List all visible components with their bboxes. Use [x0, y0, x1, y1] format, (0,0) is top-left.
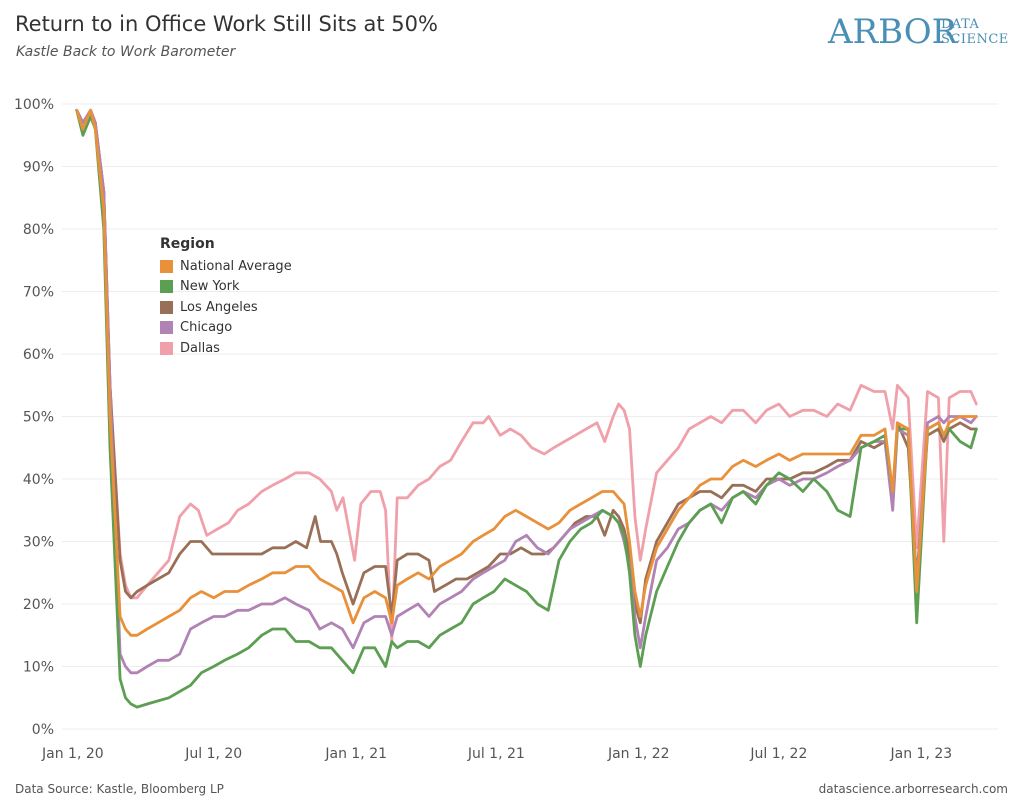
y-tick-label: 10%	[23, 660, 54, 676]
chart-legend: Region National Average New York Los Angel…	[160, 236, 292, 359]
y-tick-label: 60%	[23, 347, 54, 363]
legend-item: Dallas	[160, 338, 292, 359]
chart-grid	[62, 103, 998, 730]
y-tick-label: 90%	[23, 160, 54, 176]
x-tick-label: Jul 1, 21	[467, 746, 525, 762]
x-axis-ticks: Jan 1, 20 Jul 1, 20 Jan 1, 21 Jul 1, 21 Jan …	[41, 746, 952, 762]
x-tick-label: Jul 1, 22	[749, 746, 807, 762]
x-tick-label: Jul 1, 20	[184, 746, 242, 762]
y-tick-label: 70%	[23, 285, 54, 301]
y-tick-label: 20%	[23, 597, 54, 613]
logo-wordmark: ARBOR	[828, 12, 958, 52]
legend-item: Los Angeles	[160, 297, 292, 318]
legend-label: New York	[180, 279, 240, 295]
legend-swatch	[160, 321, 173, 335]
source-url: datascience.arborresearch.com	[818, 782, 1008, 796]
x-tick-label: Jan 1, 21	[324, 746, 387, 762]
x-tick-label: Jan 1, 20	[41, 746, 104, 762]
series-line-new-york	[75, 108, 978, 709]
legend-items: National Average New York Los Angeles Chica…	[160, 256, 292, 359]
x-tick-label: Jan 1, 23	[890, 746, 953, 762]
logo-data-text: DATA	[941, 17, 980, 32]
legend-label: Dallas	[180, 340, 220, 356]
y-tick-label: 100%	[14, 97, 54, 113]
legend-label: Chicago	[180, 320, 233, 336]
series-line-national-average	[75, 108, 978, 637]
y-axis-ticks: 0% 10% 20% 30% 40% 50% 60% 70% 80% 90% 100%	[14, 97, 54, 738]
legend-swatch	[160, 300, 173, 314]
series-line-los-angeles	[75, 108, 978, 625]
legend-item: National Average	[160, 256, 292, 277]
legend-swatch	[160, 280, 173, 294]
legend-swatch	[160, 259, 173, 273]
y-tick-label: 0%	[32, 722, 54, 738]
series-line-chicago	[75, 108, 978, 675]
legend-item: Chicago	[160, 318, 292, 339]
x-tick-label: Jan 1, 22	[607, 746, 670, 762]
y-tick-label: 80%	[23, 222, 54, 238]
legend-label: National Average	[180, 258, 292, 274]
chart-title: Return to in Office Work Still Sits at 5…	[15, 12, 438, 36]
legend-swatch	[160, 341, 173, 355]
legend-item: New York	[160, 277, 292, 298]
series-line-dallas	[75, 108, 978, 643]
chart-series	[75, 108, 978, 709]
legend-label: Los Angeles	[180, 299, 258, 315]
logo-science-text: SCIENCE	[941, 32, 1009, 47]
legend-title: Region	[160, 236, 215, 252]
y-tick-label: 30%	[23, 535, 54, 551]
arbor-logo: ARBOR DATA SCIENCE	[828, 12, 1008, 56]
chart-subtitle: Kastle Back to Work Barometer	[16, 44, 236, 60]
y-tick-label: 40%	[23, 472, 54, 488]
y-tick-label: 50%	[23, 410, 54, 426]
data-source-note: Data Source: Kastle, Bloomberg LP	[15, 782, 224, 796]
